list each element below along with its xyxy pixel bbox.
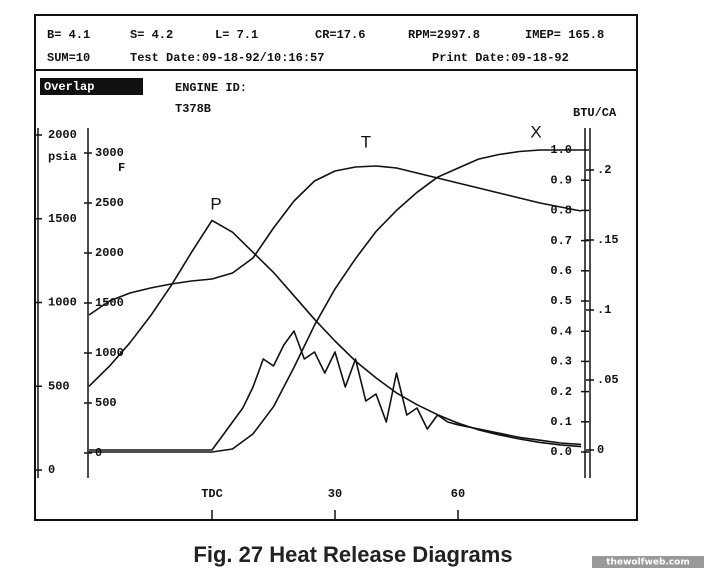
series-name: T <box>361 132 371 151</box>
engine-id: T378B <box>175 102 211 116</box>
header-field: S= 4.2 <box>130 28 173 42</box>
y-tick-label: 0.2 <box>550 385 572 399</box>
y-tick-label: .05 <box>597 373 619 387</box>
y-tick-label: 0.9 <box>550 173 572 187</box>
header-field: RPM=2997.8 <box>408 28 480 42</box>
y-axis-label: psia <box>48 150 77 164</box>
y-tick-label: 3000 <box>95 146 124 160</box>
header-field: Print Date:09-18-92 <box>432 51 569 65</box>
y-tick-label: 1000 <box>48 296 77 310</box>
series-line <box>88 219 582 448</box>
x-tick-label: TDC <box>201 487 223 501</box>
y-tick-label: 2000 <box>95 246 124 260</box>
y-tick-label: 0 <box>95 446 102 460</box>
x-tick-label: 60 <box>451 487 465 501</box>
header-field: L= 7.1 <box>215 28 258 42</box>
series-line <box>89 149 581 453</box>
header-field: B= 4.1 <box>47 28 90 42</box>
y-tick-label: 0 <box>597 443 604 457</box>
y-tick-label: 0.1 <box>550 415 572 429</box>
watermark: thewolfweb.com <box>606 558 690 568</box>
y-tick-label: .1 <box>597 303 611 317</box>
watermark-box <box>592 556 704 568</box>
overlap-label[interactable]: Overlap <box>44 80 94 94</box>
header-field: Test Date:09-18-92/10:16:57 <box>130 51 324 65</box>
y-axis-label: F <box>118 161 125 175</box>
y-tick-label: 0.7 <box>550 234 572 248</box>
y-tick-label: 0 <box>48 463 55 477</box>
y-tick-label: 500 <box>48 379 70 393</box>
y-tick-label: .2 <box>597 163 611 177</box>
overlap-button[interactable] <box>40 78 143 95</box>
y-tick-label: 1500 <box>48 212 77 226</box>
caption: Fig. 27 Heat Release Diagrams <box>193 542 512 567</box>
y-tick-label: 0.3 <box>550 355 572 369</box>
y-tick-label: 0.5 <box>550 294 572 308</box>
header-field: SUM=10 <box>47 51 90 65</box>
y-tick-label: 1000 <box>95 346 124 360</box>
y-tick-label: 0.4 <box>550 324 572 338</box>
series-name: X <box>530 122 541 141</box>
x-tick-label: 30 <box>328 487 342 501</box>
series-line <box>88 165 582 316</box>
y-tick-label: 500 <box>95 396 117 410</box>
series-name: P <box>210 194 221 213</box>
header-field: CR=17.6 <box>315 28 365 42</box>
y-tick-label: 0.0 <box>550 445 572 459</box>
y-tick-label: .15 <box>597 233 619 247</box>
y-axis-label: BTU/CA <box>573 106 617 120</box>
engine-id-label: ENGINE ID: <box>175 81 247 95</box>
y-tick-label: 0.8 <box>550 204 572 218</box>
y-tick-label: 2000 <box>48 128 77 142</box>
y-tick-label: 0.6 <box>550 264 572 278</box>
y-tick-label: 2500 <box>95 196 124 210</box>
series-line <box>89 330 582 451</box>
header-field: IMEP= 165.8 <box>525 28 604 42</box>
